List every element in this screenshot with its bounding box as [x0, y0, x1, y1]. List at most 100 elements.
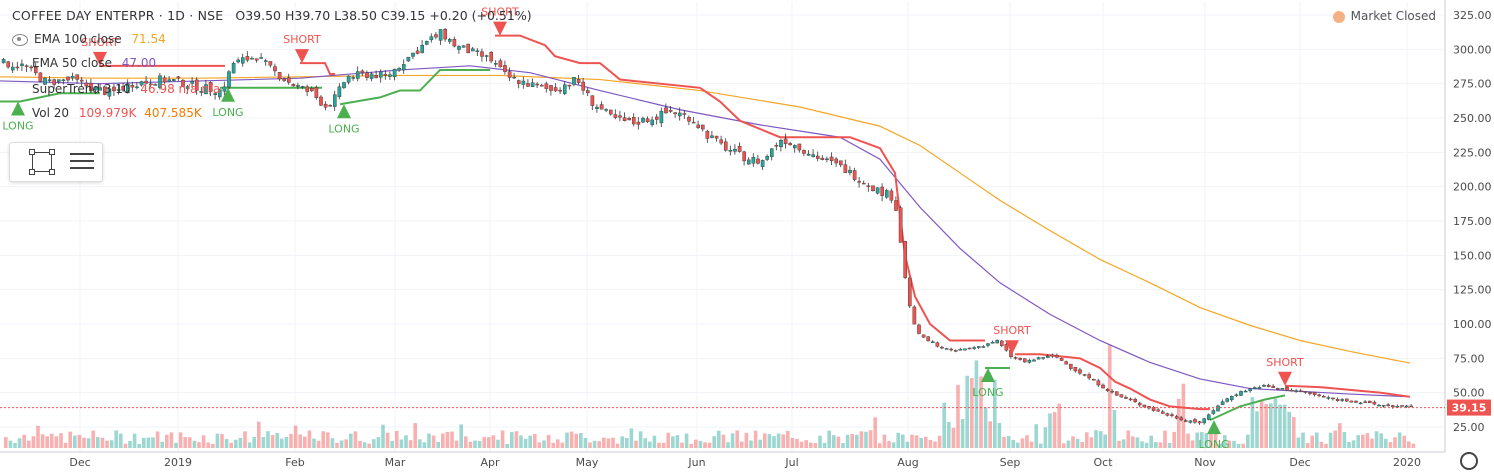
- volume-bar: [712, 436, 716, 448]
- volume-bar: [335, 442, 339, 448]
- volume-bar: [634, 440, 638, 448]
- volume-bar: [344, 439, 348, 448]
- candle-body: [1114, 391, 1119, 396]
- volume-bar: [418, 439, 422, 448]
- candle-body: [1377, 404, 1381, 407]
- volume-bar: [119, 433, 123, 448]
- x-tick-label: Jul: [784, 456, 798, 469]
- candle-body: [208, 82, 213, 92]
- legend-ema100[interactable]: EMA 100 close 71.54: [12, 32, 166, 46]
- candle-body: [783, 138, 788, 145]
- volume-bar: [1259, 399, 1264, 448]
- y-tick-label: 150.00: [1453, 249, 1492, 262]
- volume-bar: [533, 434, 537, 448]
- candle-body: [848, 169, 852, 173]
- volume-bar: [528, 435, 532, 448]
- settings-gear-icon[interactable]: [1460, 452, 1478, 470]
- x-tick-label: Oct: [1093, 456, 1113, 469]
- volume-bar: [188, 437, 192, 448]
- candle-body: [1409, 405, 1413, 408]
- candle-body: [148, 83, 153, 86]
- volume-bar: [556, 439, 560, 448]
- legend-volume[interactable]: Vol 20 109.979K 407.585K: [12, 106, 202, 120]
- volume-bar: [27, 440, 31, 448]
- x-tick-label: Apr: [480, 456, 500, 469]
- volume-bar: [1200, 432, 1204, 448]
- candle-body: [609, 109, 613, 115]
- volume-bar: [197, 442, 201, 448]
- candle-body: [967, 347, 972, 350]
- volume-bar: [220, 433, 224, 448]
- volume-bar: [1384, 438, 1388, 448]
- candle-body: [1082, 374, 1087, 376]
- candle-body: [425, 40, 429, 45]
- volume-bar: [243, 431, 247, 448]
- volume-bar: [280, 438, 284, 448]
- volume-bar: [293, 425, 298, 448]
- volume-bar: [763, 433, 767, 448]
- candle-body: [1000, 340, 1004, 346]
- candle-body: [38, 72, 43, 82]
- candle-body: [43, 77, 47, 85]
- volume-bar: [878, 443, 882, 448]
- volume-bar: [1149, 435, 1153, 448]
- candle-body: [659, 110, 664, 124]
- candle-body: [668, 109, 673, 112]
- candle-body: [171, 79, 176, 81]
- volume-bar: [914, 435, 919, 448]
- candle-body: [641, 117, 645, 123]
- volume-bar: [1278, 404, 1282, 448]
- volume-bar: [795, 438, 799, 448]
- candle-body: [1317, 394, 1321, 397]
- volume-bar: [1062, 443, 1066, 448]
- candle-body: [1344, 398, 1349, 402]
- candle-body: [963, 348, 967, 351]
- candle-body: [558, 90, 562, 92]
- volume-bar: [1388, 442, 1393, 448]
- volume-bar: [822, 442, 827, 448]
- volume-bar: [735, 430, 739, 448]
- volume-bar: [1342, 432, 1347, 448]
- volume-bar: [105, 440, 109, 448]
- volume-bar: [1154, 442, 1158, 448]
- legend-supertrend[interactable]: SuperTrend 3 10 46.98 n/a n/a: [12, 82, 220, 96]
- volume-bar: [542, 440, 546, 448]
- candle-body: [337, 86, 342, 97]
- volume-bar: [1020, 438, 1025, 448]
- candle-body: [1252, 387, 1257, 389]
- volume-bar: [330, 438, 335, 448]
- candle-body: [972, 347, 976, 349]
- candle-body: [273, 66, 277, 72]
- candle-body: [517, 80, 521, 84]
- ema100-line: [0, 74, 1411, 364]
- candle-body: [1395, 406, 1400, 408]
- rectangle-tool-icon[interactable]: [29, 149, 55, 175]
- volume-bar: [372, 439, 376, 448]
- candle-body: [829, 156, 834, 161]
- volume-bar: [855, 434, 859, 448]
- candle-body: [572, 77, 576, 85]
- volume-bar: [510, 432, 514, 448]
- volume-bar: [234, 439, 238, 448]
- candle-body: [162, 77, 167, 83]
- volume-bar: [951, 427, 956, 448]
- candle-body: [1059, 357, 1064, 361]
- candle-body: [632, 117, 636, 125]
- y-tick-label: 200.00: [1453, 181, 1492, 194]
- volume-bar: [933, 441, 937, 448]
- visibility-eye-icon[interactable]: [12, 33, 28, 46]
- candle-body: [521, 80, 526, 85]
- volume-bar: [546, 434, 551, 448]
- candle-body: [1064, 361, 1068, 365]
- candle-body: [1105, 388, 1110, 391]
- candle-body: [494, 63, 498, 65]
- legend-ema50[interactable]: EMA 50 close 47.00: [12, 56, 156, 70]
- volume-bar: [1292, 417, 1296, 448]
- short-signal-marker: [295, 49, 309, 64]
- short-signal-label: SHORT: [1266, 356, 1304, 369]
- candle-body: [402, 64, 406, 71]
- lines-tool-icon[interactable]: [70, 153, 94, 174]
- volume-bar: [1089, 437, 1094, 448]
- volume-bar: [1241, 443, 1245, 448]
